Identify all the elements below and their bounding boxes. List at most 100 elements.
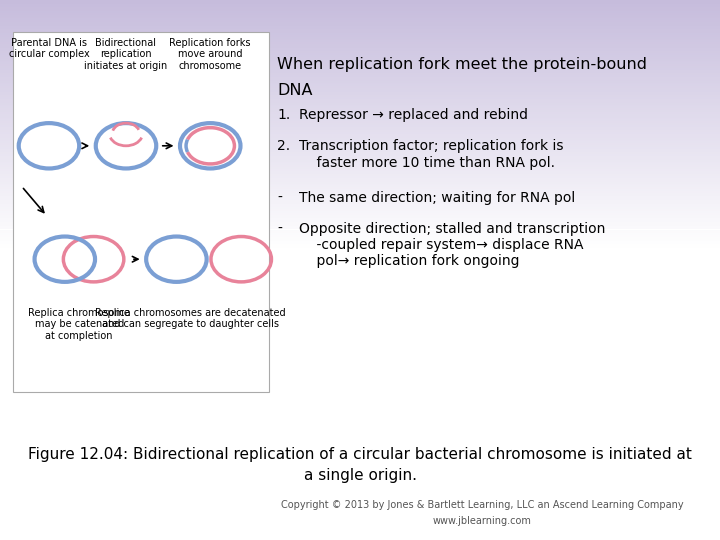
Bar [0, 298, 720, 299]
Bar [0, 158, 720, 160]
Bar [0, 242, 720, 244]
Bar [0, 29, 720, 31]
Bar [0, 332, 720, 334]
Bar [0, 207, 720, 210]
Bar [0, 116, 720, 118]
Bar [0, 222, 720, 224]
Text: Copyright © 2013 by Jones & Bartlett Learning, LLC an Ascend Learning Company: Copyright © 2013 by Jones & Bartlett Lea… [281, 500, 684, 510]
Bar [0, 259, 720, 261]
Bar [0, 219, 720, 220]
Bar [0, 130, 720, 132]
Bar [0, 288, 720, 290]
Bar [0, 349, 720, 350]
Bar [0, 15, 720, 17]
Bar [0, 93, 720, 96]
Bar [0, 31, 720, 33]
Bar [0, 141, 720, 143]
Bar [0, 127, 720, 129]
Bar [0, 237, 720, 239]
Bar [0, 255, 720, 257]
Bar [0, 305, 720, 307]
Bar [0, 246, 720, 248]
Bar [0, 152, 720, 154]
Bar [0, 22, 720, 24]
Bar [0, 28, 720, 29]
Bar [0, 367, 720, 540]
Bar [0, 215, 720, 217]
Bar [0, 5, 720, 8]
Bar [0, 161, 720, 164]
FancyBboxPatch shape [13, 32, 269, 392]
Bar [0, 283, 720, 285]
Bar [0, 176, 720, 178]
Bar [0, 362, 720, 363]
Bar [0, 147, 720, 149]
Bar [0, 336, 720, 338]
Bar [0, 64, 720, 66]
Bar [0, 285, 720, 286]
Bar [0, 329, 720, 330]
Bar [0, 88, 720, 90]
Bar [0, 101, 720, 103]
Bar [0, 240, 720, 242]
Bar [0, 182, 720, 184]
Bar [0, 103, 720, 105]
Bar [0, 72, 720, 73]
Bar [0, 193, 720, 194]
Bar [0, 180, 720, 182]
Bar [0, 330, 720, 332]
Bar [0, 249, 720, 252]
Bar [0, 2, 720, 4]
Bar [0, 262, 720, 265]
Bar [0, 220, 720, 222]
Bar [0, 77, 720, 79]
Text: The same direction; waiting for RNA pol: The same direction; waiting for RNA pol [299, 191, 575, 205]
Bar [0, 139, 720, 141]
Bar [0, 70, 720, 72]
Bar [0, 312, 720, 314]
Bar [0, 99, 720, 101]
Text: Replica chromosomes are decatenated
and can segregate to daughter cells: Replica chromosomes are decatenated and … [96, 308, 286, 329]
Bar [0, 8, 720, 9]
Bar [0, 97, 720, 99]
Bar [0, 252, 720, 253]
Bar [0, 51, 720, 53]
Bar [0, 121, 720, 123]
Bar [0, 266, 720, 268]
Bar [0, 55, 720, 57]
Bar [0, 358, 720, 360]
Bar [0, 198, 720, 200]
Bar [0, 169, 720, 171]
Bar [0, 308, 720, 310]
Bar [0, 257, 720, 259]
Text: Figure 12.04: Bidirectional replication of a circular bacterial chromosome is in: Figure 12.04: Bidirectional replication … [28, 447, 692, 462]
Bar [0, 106, 720, 109]
Bar [0, 90, 720, 92]
Bar [0, 233, 720, 235]
Bar [0, 0, 720, 2]
Bar [0, 60, 720, 63]
Bar [0, 20, 720, 22]
Bar [0, 327, 720, 329]
Bar [0, 197, 720, 198]
Bar [0, 50, 720, 51]
Bar [0, 171, 720, 173]
Bar [0, 57, 720, 59]
Bar [0, 340, 720, 341]
Bar [0, 125, 720, 127]
Bar [0, 48, 720, 50]
Bar [0, 334, 720, 336]
Bar [0, 320, 720, 321]
Bar [0, 81, 720, 83]
Bar [0, 366, 720, 367]
Bar [0, 114, 720, 116]
Text: Parental DNA is
circular complex: Parental DNA is circular complex [9, 38, 89, 59]
Bar [0, 211, 720, 213]
Bar [0, 338, 720, 340]
Bar [0, 194, 720, 197]
Bar [0, 189, 720, 191]
Bar [0, 191, 720, 193]
Bar [0, 160, 720, 161]
Bar [0, 173, 720, 174]
Bar [0, 228, 720, 230]
